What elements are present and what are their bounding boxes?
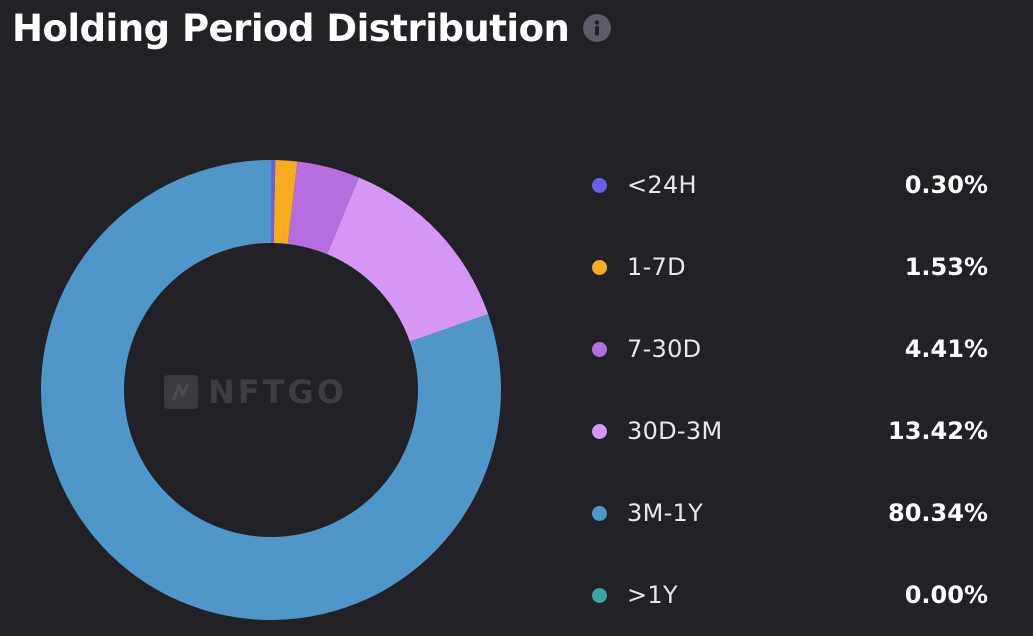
donut-chart xyxy=(0,140,540,636)
nftgo-logo-icon xyxy=(164,375,198,409)
legend-left: 7-30D xyxy=(588,335,701,363)
legend-item[interactable]: 30D-3M 13.42% xyxy=(588,390,988,472)
info-icon[interactable] xyxy=(583,14,612,42)
donut-slice-2[interactable] xyxy=(287,161,359,255)
legend-label: 3M-1Y xyxy=(627,499,704,527)
legend-item[interactable]: 7-30D 4.41% xyxy=(588,308,988,390)
legend-swatch-icon xyxy=(592,423,607,439)
watermark: NFTGO xyxy=(164,373,347,411)
legend-swatch-icon xyxy=(592,505,607,521)
donut-slice-1[interactable] xyxy=(273,160,298,244)
legend-label: >1Y xyxy=(627,581,678,609)
legend-item[interactable]: >1Y 0.00% xyxy=(588,554,988,636)
legend-swatch-icon xyxy=(592,259,607,275)
legend-swatch-icon xyxy=(592,341,607,357)
legend-value: 80.34% xyxy=(888,499,988,527)
legend-swatch-icon xyxy=(592,177,607,193)
donut-slice-0[interactable] xyxy=(271,160,276,244)
legend-left: 30D-3M xyxy=(588,417,722,445)
legend-item[interactable]: 3M-1Y 80.34% xyxy=(588,472,988,554)
legend-left: <24H xyxy=(588,171,697,199)
donut-chart-svg xyxy=(40,160,501,620)
legend-label: <24H xyxy=(627,171,697,199)
legend-label: 30D-3M xyxy=(627,417,723,445)
legend-value: 1.53% xyxy=(904,253,988,281)
legend-item[interactable]: 1-7D 1.53% xyxy=(588,226,988,308)
watermark-text: NFTGO xyxy=(208,373,347,411)
legend-item[interactable]: <24H 0.30% xyxy=(588,144,988,226)
legend-label: 7-30D xyxy=(627,335,702,363)
legend-value: 0.00% xyxy=(904,581,988,609)
legend-value: 0.30% xyxy=(904,171,988,199)
chart-legend: <24H 0.30% 1-7D 1.53% 7-30D 4.41% 30D-3M 13.42%… xyxy=(588,144,988,636)
legend-value: 13.42% xyxy=(888,417,988,445)
page-title: Holding Period Distribution xyxy=(12,6,570,50)
legend-swatch-icon xyxy=(592,587,607,603)
legend-label: 1-7D xyxy=(627,253,686,281)
legend-value: 4.41% xyxy=(904,335,988,363)
legend-left: 1-7D xyxy=(588,253,686,281)
donut-slice-3[interactable] xyxy=(327,177,489,342)
donut-slice-4[interactable] xyxy=(40,160,501,620)
legend-left: 3M-1Y xyxy=(588,499,703,527)
card-header: Holding Period Distribution xyxy=(12,2,612,54)
legend-left: >1Y xyxy=(588,581,678,609)
info-glyph-icon xyxy=(595,20,600,36)
